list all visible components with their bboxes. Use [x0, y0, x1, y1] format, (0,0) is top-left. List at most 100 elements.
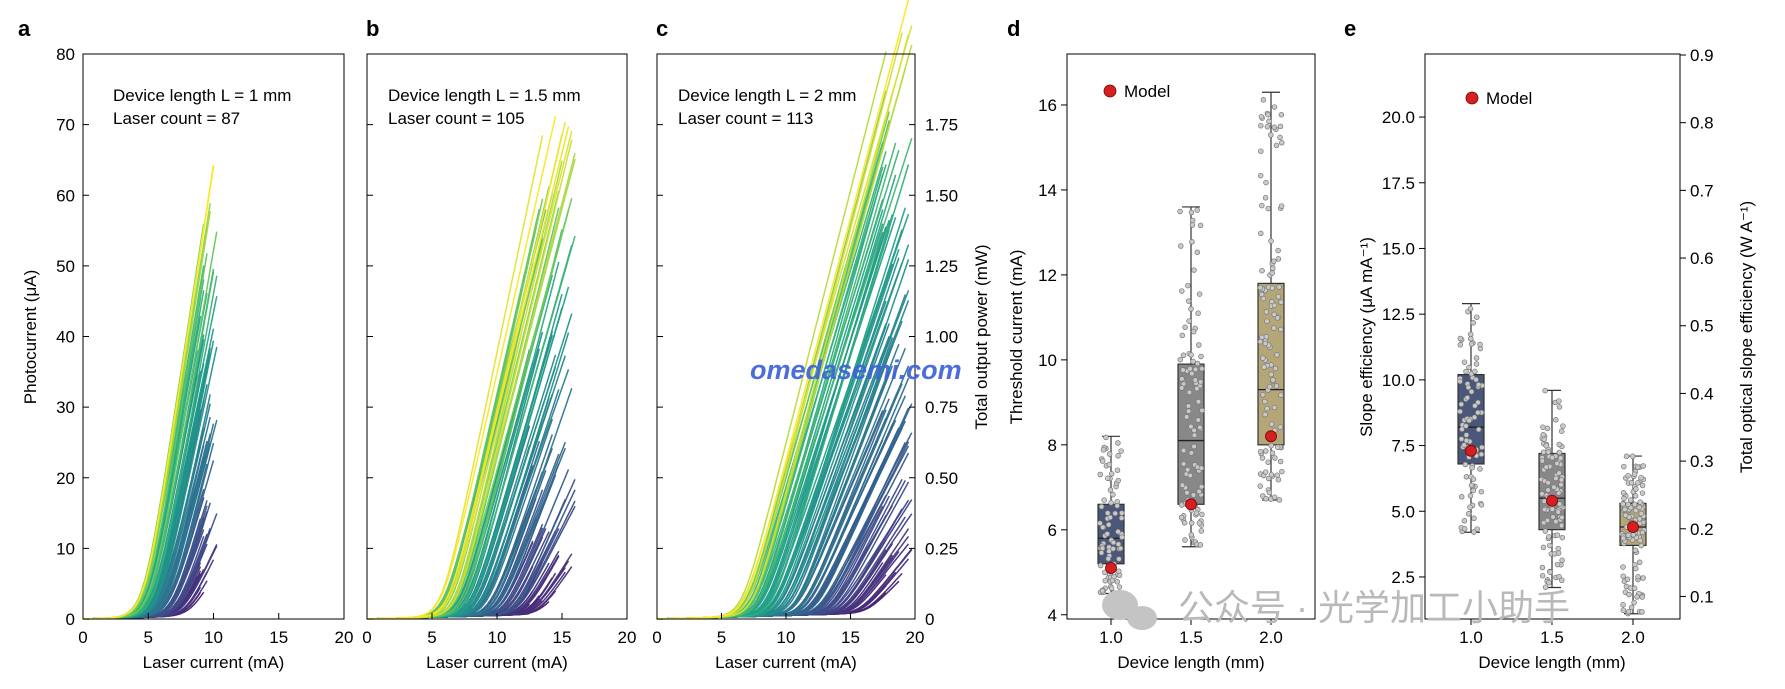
data-point [1199, 511, 1205, 518]
data-point [1116, 556, 1122, 562]
data-point [1467, 493, 1474, 499]
data-point [1468, 388, 1475, 395]
data-point [1197, 542, 1204, 548]
y-axis-label-e: Slope efficiency (μA mA⁻¹) [1357, 237, 1376, 437]
panel-label-a: a [18, 16, 31, 41]
x-tick-label-b: 10 [488, 628, 507, 647]
data-point [1468, 341, 1475, 347]
data-point [1178, 243, 1184, 249]
data-point [1458, 436, 1465, 442]
data-point [1266, 118, 1272, 125]
data-point [1266, 383, 1273, 390]
data-point [1636, 516, 1643, 522]
data-point [1119, 510, 1125, 516]
data-point [1539, 458, 1546, 464]
y-axis-label-a: Photocurrent (μA) [21, 270, 40, 405]
y-tick-label-d: 12 [1038, 266, 1057, 285]
data-point [1191, 267, 1197, 273]
data-point [1471, 515, 1477, 522]
data-point [1279, 140, 1285, 146]
data-point [1100, 524, 1106, 531]
y-tick-label-a: 20 [56, 469, 75, 488]
data-point [1469, 464, 1475, 471]
data-point [1632, 493, 1639, 499]
data-point [1268, 238, 1274, 244]
data-point [1107, 514, 1113, 521]
data-point [1264, 405, 1270, 412]
x-tick-label-b: 15 [553, 628, 572, 647]
right-tick-label-e: 0.9 [1690, 46, 1714, 65]
data-point [1630, 531, 1637, 538]
y-tick-label-a: 80 [56, 45, 75, 64]
data-point [1271, 302, 1278, 309]
y-tick-label-e: 12.5 [1382, 305, 1415, 324]
data-point [1188, 520, 1195, 526]
data-point [1558, 428, 1565, 434]
data-point [1272, 365, 1279, 372]
x-tick-label-a: 0 [78, 628, 87, 647]
data-point [1558, 477, 1565, 483]
data-point [1463, 474, 1470, 480]
data-point [1543, 464, 1550, 470]
data-point [1268, 442, 1274, 449]
data-point [1097, 471, 1104, 478]
data-point [1274, 315, 1281, 321]
data-point [1271, 311, 1277, 318]
data-point [1467, 305, 1474, 312]
data-point [1628, 604, 1635, 611]
data-point [1550, 514, 1556, 520]
data-point [1199, 366, 1205, 372]
data-point [1105, 475, 1111, 482]
data-point [1638, 474, 1644, 481]
data-point [1633, 565, 1639, 572]
data-point [1620, 601, 1626, 608]
ticks-a: 0 5 10 15 20 0 10 20 30 40 50 60 70 80 [56, 45, 353, 647]
data-point [1477, 466, 1483, 472]
data-point [1555, 545, 1561, 552]
annotation-c-line1: Device length L = 2 mm [678, 86, 856, 105]
data-point [1541, 506, 1548, 513]
data-point [1119, 534, 1125, 540]
data-point [1625, 472, 1631, 479]
data-point [1634, 594, 1640, 600]
data-point [1198, 465, 1205, 471]
data-point [1463, 423, 1469, 429]
data-point [1477, 341, 1483, 348]
data-point [1100, 447, 1107, 453]
data-point [1621, 495, 1627, 502]
data-point [1187, 366, 1193, 372]
data-point [1257, 338, 1264, 345]
data-point [1545, 449, 1552, 455]
data-point [1104, 510, 1111, 516]
data-point [1185, 298, 1192, 304]
data-point [1624, 576, 1631, 583]
x-axis-label-a: Laser current (mA) [143, 653, 285, 672]
data-point [1554, 460, 1560, 467]
data-point [1184, 467, 1191, 473]
data-point [1638, 510, 1645, 517]
data-point [1542, 584, 1549, 590]
data-point [1463, 437, 1470, 444]
data-point [1268, 471, 1275, 478]
data-point [1551, 551, 1558, 557]
y-tick-label-e: 5.0 [1391, 502, 1415, 521]
data-point [1466, 364, 1472, 371]
annotation-a-line1: Device length L = 1 mm [113, 86, 291, 105]
data-point [1105, 521, 1112, 528]
watermark-url: omedasemi.com [750, 355, 962, 385]
data-point [1543, 442, 1549, 449]
data-point [1185, 282, 1191, 289]
data-point [1262, 195, 1269, 201]
right-tick-label-e: 0.2 [1690, 520, 1714, 539]
data-point [1560, 423, 1566, 429]
data-point [1188, 450, 1195, 456]
data-point [1195, 398, 1202, 405]
data-point [1116, 584, 1123, 590]
data-point [1556, 449, 1563, 456]
data-point [1540, 424, 1546, 430]
right-tick-label-c: 0.25 [925, 539, 958, 558]
data-point [1635, 464, 1641, 471]
right-tick-label-e: 0.8 [1690, 114, 1714, 133]
data-point [1115, 453, 1121, 459]
y-tick-label-e: 17.5 [1382, 174, 1415, 193]
